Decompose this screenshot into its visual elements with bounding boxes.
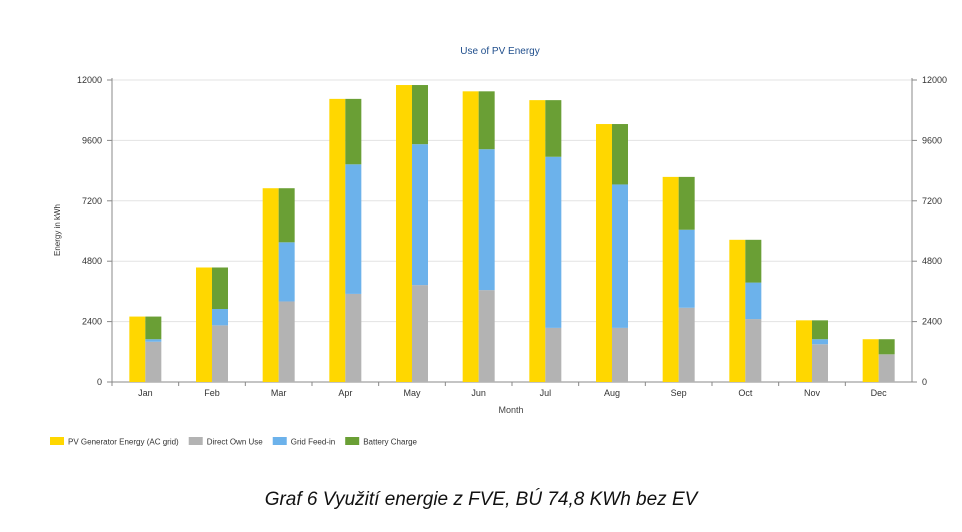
legend-swatch	[188, 437, 203, 445]
y-tick-label: 7200	[82, 196, 102, 206]
x-tick-label: Oct	[738, 388, 753, 398]
chart-title: Use of PV Energy	[460, 46, 539, 57]
y-tick-label: 2400	[82, 317, 102, 327]
x-tick-label: Aug	[604, 388, 620, 398]
x-tick-label: Sep	[671, 388, 687, 398]
bar-pv-generator-aug	[596, 124, 612, 383]
x-tick-label: May	[403, 388, 421, 398]
bar-direct-own-use-jun	[478, 290, 495, 382]
chart-svg: Use of PV Energy Energy in kWh Month 0 0 2…	[50, 46, 947, 447]
grid-lines	[112, 79, 912, 383]
bar-battery-charge-dec	[878, 339, 895, 355]
bar-grid-feed-in-feb	[212, 309, 228, 326]
bar-direct-own-use-may	[412, 285, 428, 382]
y2-tick-label: 12000	[922, 75, 947, 85]
bar-pv-generator-may	[396, 85, 412, 383]
bar-grid-feed-in-sep	[678, 229, 695, 308]
bar-direct-own-use-oct	[745, 319, 762, 382]
bar-pv-generator-feb	[196, 267, 212, 382]
legend-label: Battery Charge	[363, 438, 417, 447]
y-tick-label: 9600	[82, 135, 102, 145]
x-tick-label: Apr	[338, 388, 352, 398]
y2-tick-label: 7200	[922, 196, 942, 206]
x-tick-label: Jan	[138, 388, 153, 398]
y-tick-label: 4800	[82, 256, 102, 266]
bar-grid-feed-in-apr	[345, 164, 362, 294]
bar-direct-own-use-jan	[145, 341, 162, 382]
legend-swatch	[50, 437, 64, 445]
legend-label: PV Generator Energy (AC grid)	[68, 438, 179, 447]
bar-grid-feed-in-jun	[478, 149, 495, 291]
x-tick-label: Dec	[871, 388, 888, 398]
y2-tick-label: 4800	[922, 256, 942, 266]
y2-tick-label: 9600	[922, 135, 942, 145]
bar-direct-own-use-apr	[345, 293, 362, 382]
bar-direct-own-use-mar	[278, 301, 295, 382]
bar-pv-generator-oct	[729, 239, 746, 382]
bar-battery-charge-oct	[745, 239, 762, 283]
legend-label: Grid Feed-in	[291, 438, 335, 447]
x-tick-label: Feb	[204, 388, 220, 398]
bar-battery-charge-jul	[545, 100, 562, 157]
figure-caption: Graf 6 Využití energie z FVE, BÚ 74,8 KW…	[264, 489, 698, 510]
axes	[107, 78, 917, 386]
tick-labels: 0 0 2400 2400 4800 4800 7200 7200 9600 9600 12000 1…	[77, 75, 947, 398]
bar-direct-own-use-feb	[212, 325, 228, 382]
bar-grid-feed-in-mar	[278, 242, 295, 302]
bar-battery-charge-mar	[278, 188, 295, 243]
y-tick-label: 0	[97, 377, 102, 387]
legend-swatch	[345, 437, 360, 445]
bar-pv-generator-dec	[862, 339, 879, 382]
legend-swatch	[272, 437, 287, 445]
bar-battery-charge-nov	[812, 320, 828, 340]
y2-tick-label: 0	[922, 377, 927, 387]
bar-grid-feed-in-nov	[812, 339, 828, 345]
bar-battery-charge-feb	[212, 267, 228, 310]
bar-pv-generator-jan	[129, 316, 146, 382]
bar-pv-generator-sep	[662, 176, 679, 382]
bar-grid-feed-in-aug	[612, 184, 628, 328]
bar-direct-own-use-aug	[612, 327, 628, 382]
bar-battery-charge-may	[412, 85, 428, 145]
y-tick-label: 12000	[77, 75, 102, 85]
x-axis-label: Month	[498, 405, 523, 415]
bar-pv-generator-mar	[262, 188, 279, 382]
bar-grid-feed-in-oct	[745, 282, 762, 320]
x-tick-label: Mar	[271, 388, 287, 398]
legend-label: Direct Own Use	[207, 438, 264, 447]
bar-battery-charge-apr	[345, 98, 362, 165]
bar-grid-feed-in-may	[412, 144, 428, 286]
bar-grid-feed-in-jan	[145, 339, 162, 342]
bar-pv-generator-jun	[462, 91, 479, 382]
y-axis-label: Energy in kWh	[53, 204, 62, 256]
legend: PV Generator Energy (AC grid) Direct Own …	[50, 437, 418, 447]
bar-direct-own-use-sep	[678, 307, 695, 382]
bar-direct-own-use-jul	[545, 327, 562, 382]
x-tick-label: Jul	[540, 388, 552, 398]
bar-grid-feed-in-jul	[545, 156, 562, 328]
x-tick-label: Nov	[804, 388, 821, 398]
bars	[129, 85, 895, 383]
bar-pv-generator-nov	[796, 320, 812, 382]
x-tick-label: Jun	[471, 388, 486, 398]
bar-direct-own-use-nov	[812, 344, 828, 382]
bar-pv-generator-jul	[529, 100, 546, 382]
bar-battery-charge-sep	[678, 176, 695, 230]
bar-battery-charge-aug	[612, 124, 628, 185]
bar-battery-charge-jun	[478, 91, 495, 150]
bar-direct-own-use-dec	[878, 354, 895, 382]
bar-pv-generator-apr	[329, 98, 346, 382]
y2-tick-label: 2400	[922, 317, 942, 327]
bar-battery-charge-jan	[145, 316, 162, 340]
